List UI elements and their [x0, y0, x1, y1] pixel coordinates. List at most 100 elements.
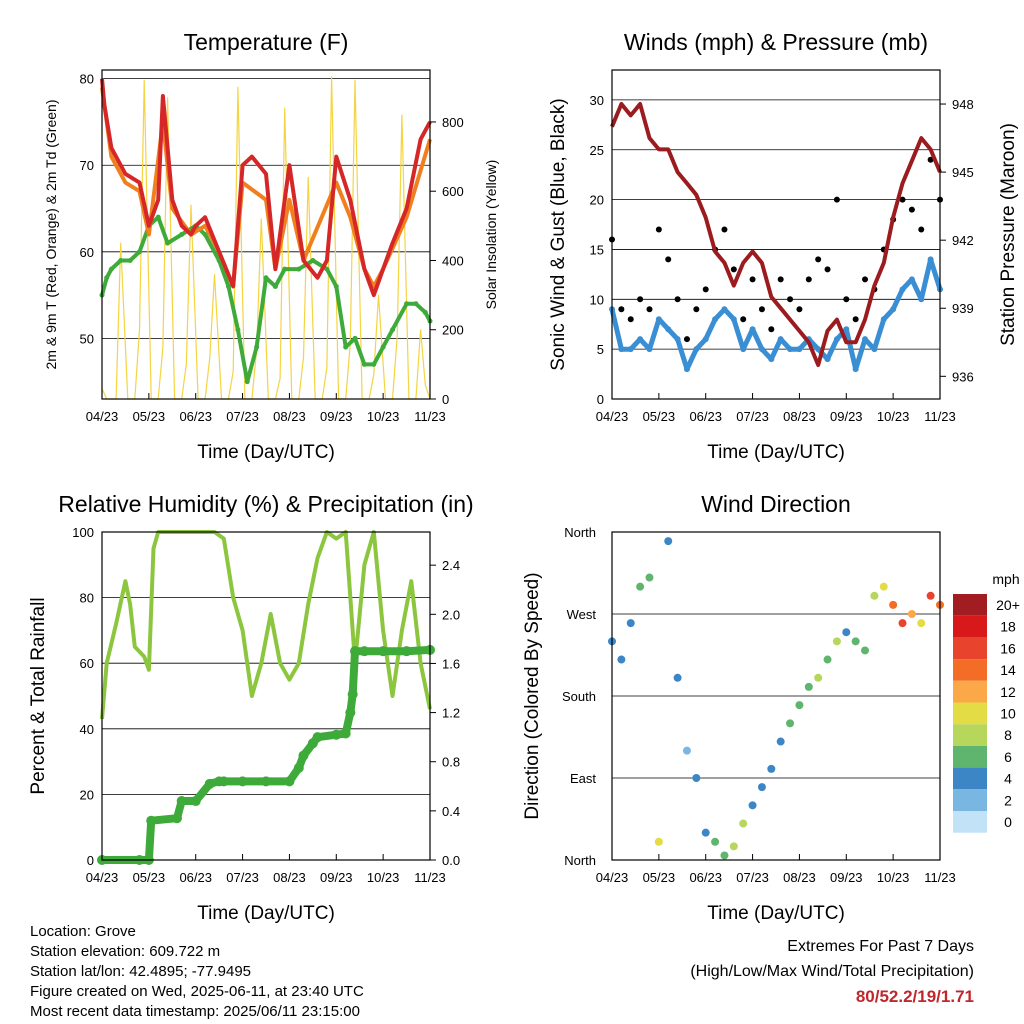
dewpoint-point	[136, 249, 142, 255]
rainfall-point	[347, 689, 358, 700]
rainfall-point	[312, 732, 323, 743]
direction-point	[907, 610, 916, 618]
colorbar-swatch-5	[953, 702, 987, 725]
recent-text: Most recent data timestamp: 2025/06/11 2…	[30, 1003, 360, 1020]
rainfall-point	[237, 776, 248, 787]
gust-point	[683, 336, 690, 343]
dewpoint-point	[226, 283, 232, 289]
rainfall-point	[176, 796, 187, 807]
gust-point	[758, 306, 765, 313]
gust-point	[655, 226, 662, 233]
extremes-values: 80/52.2/19/1.71	[855, 987, 974, 1006]
dewpoint-point	[310, 257, 316, 263]
y-tick-label-2-2: 40	[80, 722, 94, 737]
wind-point	[843, 326, 850, 333]
y2-tick-label-2-6: 2.4	[442, 558, 460, 573]
y2-tick-label-2-4: 1.6	[442, 656, 460, 671]
colorbar-label-8: 4	[1004, 771, 1012, 787]
colorbar-swatch-1	[953, 615, 987, 638]
rainfall-point	[401, 646, 412, 657]
x-axis-label-3: Time (Day/UTC)	[707, 903, 845, 924]
rainfall-point	[218, 776, 229, 787]
x-axis-label-2: Time (Day/UTC)	[197, 903, 335, 924]
dewpoint-point	[343, 344, 349, 350]
colorbar-label-10: 0	[1004, 814, 1012, 830]
panel-title-1: Winds (mph) & Pressure (mb)	[624, 29, 928, 55]
wind-point	[758, 346, 765, 353]
latlon-text: Station lat/lon: 42.4895; -77.9495	[30, 963, 252, 980]
dewpoint-point	[155, 214, 161, 220]
elevation-text: Station elevation: 609.722 m	[30, 943, 221, 960]
wind-point	[768, 356, 775, 363]
colorbar-swatch-0	[953, 594, 987, 616]
x-axis-label-0: Time (Day/UTC)	[197, 442, 335, 463]
wind-point	[796, 346, 803, 353]
y2-tick-label-0-4: 800	[442, 115, 464, 130]
direction-point	[729, 842, 738, 851]
wind-point	[777, 336, 784, 343]
y-tick-label-0-3: 80	[80, 72, 94, 87]
wind-point	[824, 356, 831, 363]
wind-point	[637, 336, 644, 343]
series-line-2m-td	[100, 215, 432, 384]
gust-point	[787, 296, 794, 303]
gust-point	[721, 226, 728, 233]
wind-point	[702, 336, 709, 343]
direction-point	[898, 619, 907, 628]
dewpoint-point	[202, 232, 208, 237]
gust-point	[815, 256, 822, 263]
x-tick-label-3-2: 06/23	[689, 870, 722, 885]
y-axis-label-3: Direction (Colored By Speed)	[522, 572, 543, 819]
rainfall-point	[190, 796, 201, 807]
rainfall-point	[345, 707, 356, 718]
colorbar-label-6: 8	[1004, 727, 1012, 743]
x-tick-label-1-6: 10/23	[877, 409, 910, 424]
direction-point	[682, 746, 691, 755]
y2-tick-label-2-5: 2.0	[442, 607, 460, 622]
x-tick-label-0-1: 05/23	[133, 409, 166, 424]
dewpoint-point	[244, 379, 250, 385]
colorbar-label-9: 2	[1004, 792, 1012, 808]
direction-point	[748, 801, 757, 810]
rainfall-point	[331, 729, 342, 740]
colorbar-label-5: 10	[1000, 706, 1016, 722]
direction-point	[767, 764, 776, 773]
x-tick-label-3-7: 11/23	[924, 870, 956, 885]
y-tick-label-2-1: 20	[80, 787, 94, 802]
y-tick-label-1-1: 5	[597, 342, 604, 357]
y-tick-label-0-0: 50	[80, 331, 94, 346]
direction-point	[851, 637, 860, 646]
y2-tick-label-0-1: 200	[442, 323, 464, 338]
dewpoint-point	[179, 232, 185, 237]
location-text: Location: Grove	[30, 923, 136, 940]
x-tick-label-0-5: 09/23	[320, 409, 353, 424]
wind-point	[862, 336, 869, 343]
dewpoint-point	[296, 266, 302, 272]
x-tick-label-3-4: 08/23	[783, 870, 816, 885]
direction-point	[823, 655, 832, 664]
y2-axis-label-1: Station Pressure (Maroon)	[998, 123, 1019, 346]
x-tick-label-2-7: 11/23	[414, 870, 446, 885]
x-tick-label-1-2: 06/23	[689, 409, 722, 424]
colorbar-label-0: 20+	[996, 597, 1020, 613]
wind-point	[683, 366, 690, 373]
direction-point	[654, 837, 663, 846]
rainfall-point	[171, 813, 182, 824]
wind-point	[908, 276, 915, 283]
gust-point	[805, 276, 812, 283]
x-tick-label-1-1: 05/23	[643, 409, 676, 424]
gust-point	[646, 306, 653, 313]
x-tick-label-1-4: 08/23	[783, 409, 816, 424]
direction-point	[804, 682, 813, 691]
gust-point	[674, 296, 681, 303]
colorbar-swatch-7	[953, 745, 987, 768]
y2-tick-label-1-4: 948	[952, 97, 974, 112]
wind-point	[918, 296, 925, 303]
rainfall-point	[261, 776, 271, 787]
wind-point	[927, 256, 934, 263]
colorbar-label-1: 18	[1000, 619, 1016, 635]
wind-point	[871, 346, 878, 353]
wind-point	[890, 306, 897, 313]
x-tick-label-1-7: 11/23	[924, 409, 956, 424]
